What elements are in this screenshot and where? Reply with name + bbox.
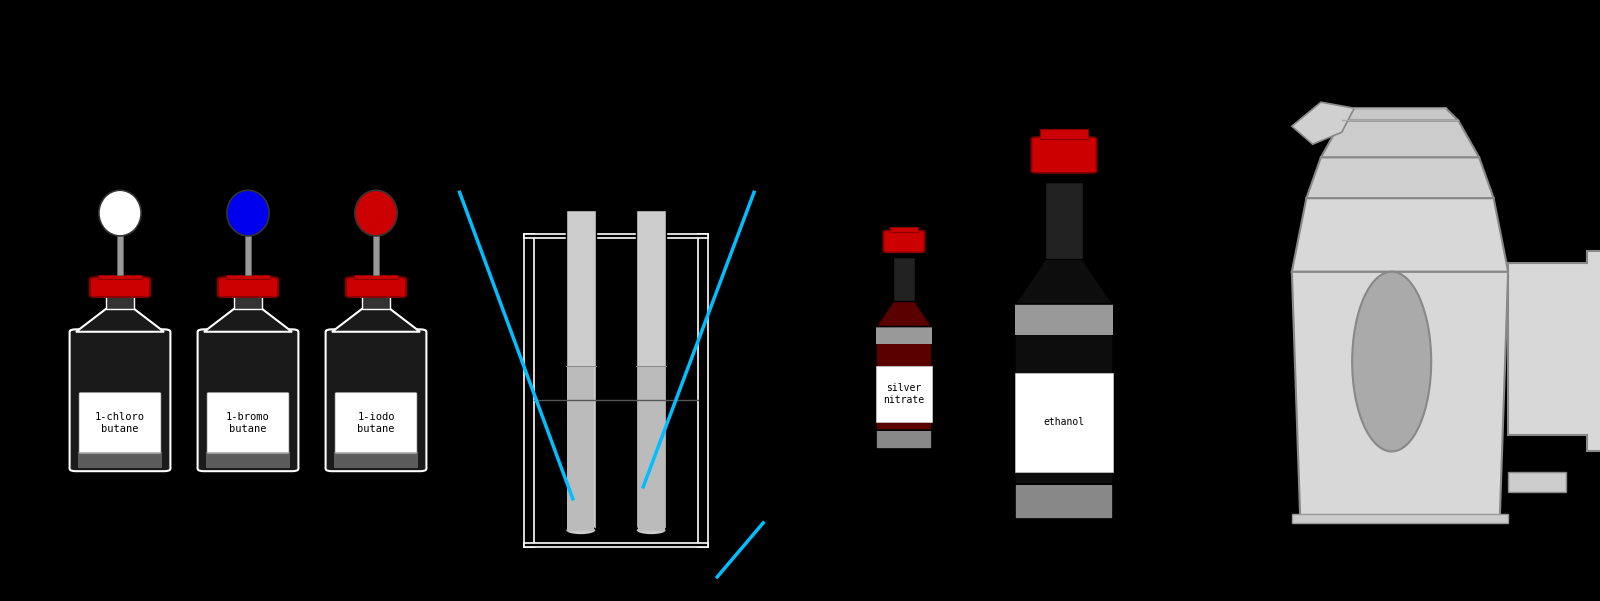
FancyBboxPatch shape — [80, 393, 160, 453]
Bar — [1016, 304, 1112, 484]
Polygon shape — [333, 309, 419, 332]
Polygon shape — [77, 309, 165, 332]
Text: ethanol: ethanol — [1043, 417, 1085, 427]
Bar — [525, 234, 707, 238]
Polygon shape — [1307, 157, 1494, 198]
Bar — [355, 275, 397, 279]
Ellipse shape — [355, 191, 397, 236]
FancyBboxPatch shape — [883, 230, 925, 252]
Bar — [1040, 129, 1088, 139]
Bar — [877, 430, 931, 450]
FancyBboxPatch shape — [336, 393, 416, 453]
Bar — [637, 366, 666, 531]
Bar — [890, 227, 918, 232]
Text: 1-iodo
butane: 1-iodo butane — [357, 412, 395, 434]
Polygon shape — [877, 300, 931, 326]
Bar — [1016, 373, 1112, 472]
FancyBboxPatch shape — [208, 393, 290, 453]
FancyBboxPatch shape — [218, 278, 278, 297]
Bar — [698, 234, 707, 547]
Bar — [243, 213, 253, 225]
Bar — [117, 225, 123, 275]
Bar — [893, 257, 915, 300]
Bar — [1016, 484, 1112, 519]
Polygon shape — [1509, 251, 1600, 451]
Bar — [362, 295, 390, 309]
Bar — [245, 225, 251, 275]
Bar — [877, 366, 931, 423]
Polygon shape — [1291, 102, 1354, 144]
Bar — [1509, 472, 1566, 492]
Bar — [877, 326, 931, 430]
Bar — [877, 326, 931, 344]
Bar — [637, 210, 666, 530]
Bar — [525, 234, 534, 547]
Bar — [1291, 514, 1509, 523]
Bar — [373, 225, 379, 275]
Bar — [566, 210, 595, 530]
Polygon shape — [1291, 272, 1509, 517]
Polygon shape — [1291, 198, 1509, 272]
Bar — [99, 275, 141, 279]
Bar — [205, 451, 291, 468]
Bar — [525, 543, 707, 547]
Text: 1-chloro
butane: 1-chloro butane — [94, 412, 146, 434]
Ellipse shape — [565, 526, 595, 535]
Polygon shape — [1016, 259, 1112, 304]
Bar — [371, 213, 381, 225]
FancyBboxPatch shape — [70, 329, 171, 471]
FancyBboxPatch shape — [346, 278, 406, 297]
Bar — [566, 366, 595, 531]
FancyBboxPatch shape — [198, 329, 298, 471]
Ellipse shape — [637, 526, 667, 535]
Bar — [106, 295, 134, 309]
Bar — [1016, 304, 1112, 335]
FancyBboxPatch shape — [90, 278, 150, 297]
Bar — [1045, 183, 1083, 259]
Ellipse shape — [1352, 272, 1432, 451]
Polygon shape — [1342, 108, 1458, 120]
Bar — [227, 275, 269, 279]
Bar — [78, 451, 163, 468]
Bar — [888, 251, 920, 257]
Text: silver
nitrate: silver nitrate — [883, 383, 925, 405]
FancyBboxPatch shape — [1032, 137, 1096, 173]
Ellipse shape — [99, 191, 141, 236]
Ellipse shape — [227, 191, 269, 236]
Polygon shape — [205, 309, 291, 332]
Polygon shape — [1322, 120, 1478, 157]
Text: 1-bromo
butane: 1-bromo butane — [226, 412, 270, 434]
Bar — [333, 451, 419, 468]
Bar — [115, 213, 125, 225]
FancyBboxPatch shape — [326, 329, 426, 471]
Bar — [1040, 171, 1088, 183]
Bar — [234, 295, 262, 309]
